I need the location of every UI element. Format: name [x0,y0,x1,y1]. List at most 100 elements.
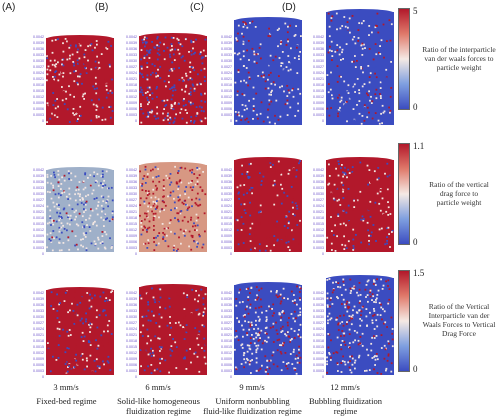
particle [67,214,70,217]
particle [101,242,104,245]
particle [139,312,141,315]
particle [106,217,108,220]
particle [343,187,345,190]
particle [353,60,355,63]
gas-velocity-label: 9 mm/s [239,382,265,392]
particle [161,200,164,203]
particle [359,223,362,225]
height-tick-label: 0 [230,252,232,256]
particle [89,230,92,232]
height-tick-label: 0 [42,375,44,379]
particle [196,177,199,179]
particle [72,310,75,312]
particle [144,45,146,48]
particle [364,229,367,232]
particle [89,184,92,187]
particle [389,21,392,24]
particle [95,316,98,319]
particle [385,76,388,79]
particle [293,176,295,178]
height-tick-label: 0.0018 [33,216,44,220]
particle-bed-panel [234,282,302,375]
particle [166,234,168,237]
particle [258,306,260,309]
particle [179,210,182,213]
particle [158,313,161,316]
particle [50,305,52,307]
particle [351,287,354,290]
particle [196,168,199,171]
particle [327,51,330,54]
particle [74,310,77,313]
particle-bed-panel [139,284,207,375]
particle [234,81,237,84]
particle [93,175,95,178]
particle [348,301,351,304]
particle [337,115,339,118]
particle [348,172,351,174]
particle [329,298,332,301]
particle [375,355,378,358]
particle [152,349,154,352]
particle [80,202,83,204]
particle [281,85,283,88]
particle [195,307,198,310]
particle [60,249,63,252]
particle [196,180,199,183]
particle [110,333,113,335]
particle [276,220,278,223]
particle [183,216,186,219]
particle [298,118,301,120]
particle [286,83,288,85]
particle [200,310,203,313]
particle [61,86,63,88]
particle [349,278,352,281]
height-tick-label: 0.0012 [221,95,232,99]
bed-surface [139,284,207,292]
particle [381,209,383,211]
particle [152,296,155,299]
particle [299,298,301,301]
particle [282,310,284,312]
particle [383,95,386,98]
particle [109,369,112,371]
particle [236,94,239,96]
particle [52,189,55,192]
particle [194,298,196,301]
particle [185,333,188,336]
particle [159,77,162,79]
particle [64,291,67,294]
particle [278,313,281,316]
particle [166,177,169,180]
particle [96,105,99,108]
height-tick-label: 0.0009 [126,357,137,361]
particle [46,73,49,76]
particle [368,48,371,50]
particle [75,223,78,226]
particle [343,334,346,337]
particle [111,39,114,41]
particle [299,219,301,222]
particle [296,207,299,210]
particle [257,332,260,335]
particle [67,198,69,200]
height-tick-column: 0.0042 0.0039 0.0036 0.0033 0.0030 0.0027 0.00… [302,167,324,257]
particle [264,87,267,90]
particle [239,247,242,250]
particle [372,295,375,298]
particle [172,37,175,39]
particle [98,115,100,118]
particle [295,221,297,223]
height-tick-label: 0.0036 [126,303,137,307]
particle [51,51,54,54]
particle [204,92,206,95]
particle [364,223,367,226]
particle [389,246,391,248]
particle [106,342,109,345]
particle [62,50,65,53]
particle [181,331,184,334]
particle [173,86,176,89]
particle [73,80,76,83]
particle [351,314,354,317]
particle [80,244,82,247]
